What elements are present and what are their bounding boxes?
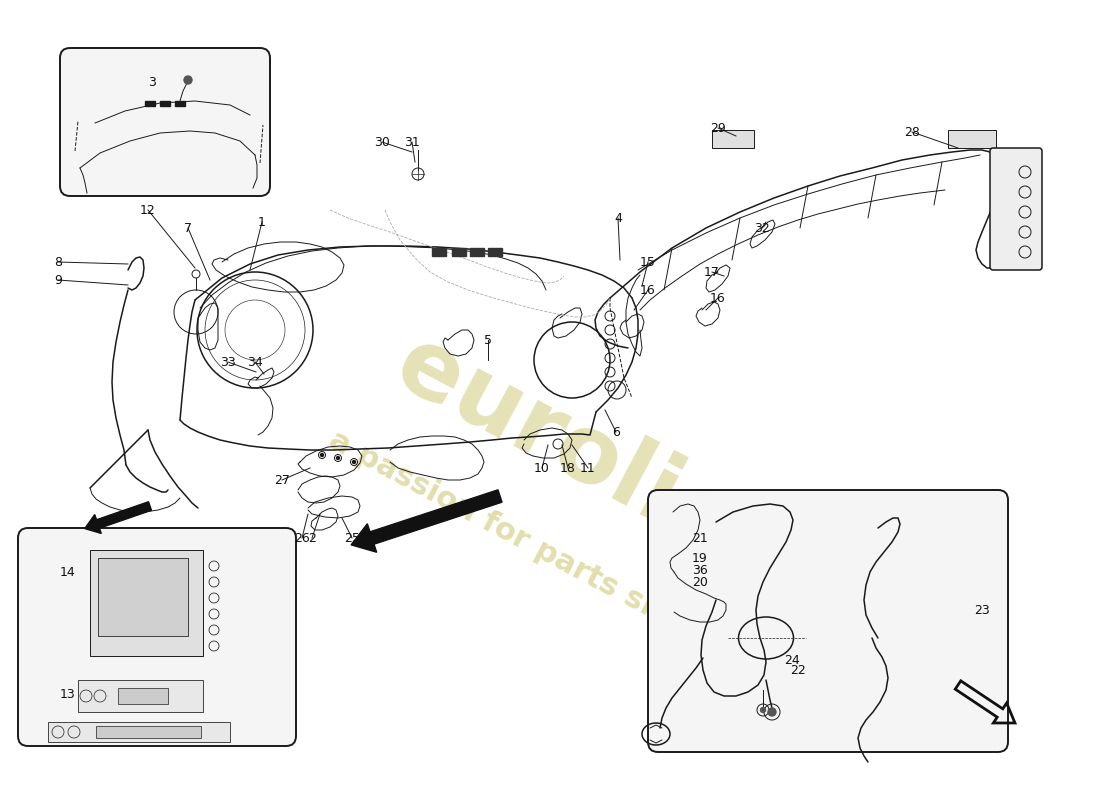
Bar (96, 726, 201, 738)
Text: 9: 9 (54, 274, 62, 286)
Text: 31: 31 (404, 135, 420, 149)
Text: 36: 36 (692, 563, 708, 577)
Text: 6: 6 (612, 426, 620, 438)
Text: 13: 13 (60, 687, 76, 701)
Text: 10: 10 (535, 462, 550, 474)
Text: 14: 14 (60, 566, 76, 578)
Text: 16: 16 (640, 283, 656, 297)
Text: a passion for parts since 1985: a passion for parts since 1985 (324, 426, 795, 694)
Circle shape (337, 457, 340, 459)
Text: 20: 20 (692, 575, 708, 589)
Text: 25: 25 (344, 531, 360, 545)
Text: 23: 23 (975, 603, 990, 617)
Text: 12: 12 (140, 203, 156, 217)
Circle shape (760, 707, 766, 713)
Text: 2: 2 (308, 531, 316, 545)
Text: 21: 21 (692, 531, 708, 545)
Text: 11: 11 (580, 462, 596, 474)
Text: 30: 30 (374, 135, 389, 149)
Text: 4: 4 (614, 211, 622, 225)
Bar (145, 101, 155, 106)
Bar (78, 680, 204, 712)
Text: 29: 29 (711, 122, 726, 134)
Text: 17: 17 (704, 266, 719, 278)
Bar (160, 101, 170, 106)
Text: 19: 19 (692, 551, 708, 565)
FancyArrow shape (85, 502, 152, 534)
Bar (48, 722, 230, 742)
Text: 24: 24 (784, 654, 800, 666)
FancyBboxPatch shape (648, 490, 1008, 752)
Text: 1: 1 (258, 215, 266, 229)
Text: 28: 28 (904, 126, 920, 138)
Text: 34: 34 (248, 355, 263, 369)
Text: 32: 32 (755, 222, 770, 234)
Text: 3: 3 (148, 75, 156, 89)
Text: 16: 16 (711, 291, 726, 305)
FancyBboxPatch shape (990, 148, 1042, 270)
Bar (948, 130, 996, 148)
Circle shape (320, 454, 323, 457)
Text: 18: 18 (560, 462, 576, 474)
Circle shape (184, 76, 192, 84)
Text: 7: 7 (184, 222, 192, 234)
Circle shape (352, 461, 355, 463)
Circle shape (768, 708, 776, 716)
FancyArrow shape (351, 490, 502, 552)
Bar (118, 688, 168, 704)
Bar (98, 558, 188, 636)
Text: 8: 8 (54, 255, 62, 269)
Bar (470, 248, 484, 256)
Bar (432, 248, 446, 256)
Bar (175, 101, 185, 106)
FancyBboxPatch shape (60, 48, 270, 196)
Text: 33: 33 (220, 355, 235, 369)
Bar (712, 130, 754, 148)
Text: 26: 26 (294, 531, 310, 545)
Bar (90, 550, 204, 656)
FancyBboxPatch shape (18, 528, 296, 746)
Text: eurolicat: eurolicat (379, 318, 840, 622)
Bar (452, 248, 466, 256)
Bar (488, 248, 502, 256)
Text: 22: 22 (790, 663, 806, 677)
Text: 27: 27 (274, 474, 290, 486)
Text: 15: 15 (640, 255, 656, 269)
Text: 5: 5 (484, 334, 492, 346)
